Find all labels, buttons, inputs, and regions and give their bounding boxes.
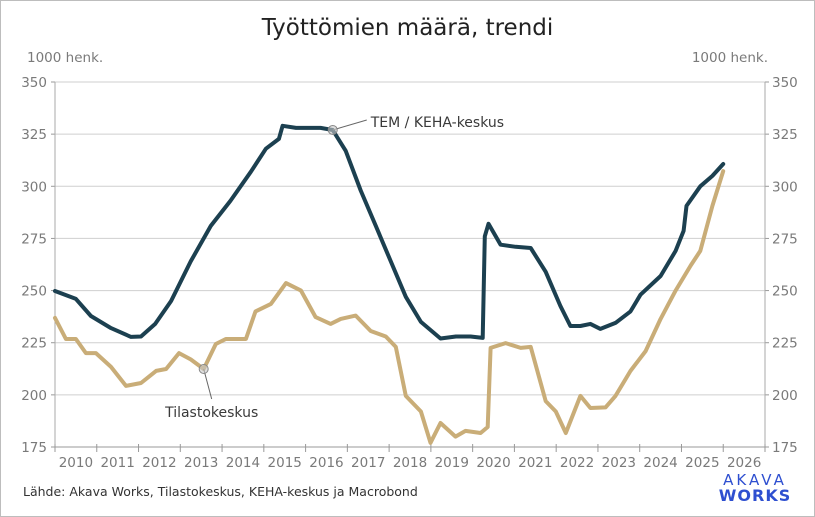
annotation-leader (332, 119, 367, 131)
left-axis-unit: 1000 henk. (27, 50, 104, 66)
x-tick-label: 2013 (184, 455, 218, 471)
y-tick-label-right: 225 (772, 336, 798, 352)
y-tick-label-right: 350 (772, 75, 798, 91)
x-tick-label: 2015 (268, 455, 302, 471)
y-tick-label-left: 175 (21, 440, 47, 456)
source-note: Lähde: Akava Works, Tilastokeskus, KEHA-… (23, 484, 418, 499)
y-tick-label-right: 250 (772, 284, 798, 300)
x-tick-label: 2020 (476, 455, 510, 471)
annotation-leader (203, 368, 213, 400)
right-axis-unit: 1000 henk. (691, 50, 768, 66)
y-tick-label-left: 200 (21, 388, 47, 404)
y-tick-label-right: 175 (772, 440, 798, 456)
y-tick-label-left: 250 (21, 284, 47, 300)
logo-line1: AKAVA (723, 471, 787, 489)
x-tick-label: 2010 (59, 455, 93, 471)
x-tick-label: 2025 (685, 455, 719, 471)
x-tick-label: 2023 (602, 455, 636, 471)
x-tick-label: 2014 (226, 455, 260, 471)
y-tick-label-left: 225 (21, 336, 47, 352)
y-tick-label-right: 325 (772, 127, 798, 143)
y-tick-label-left: 350 (21, 75, 47, 91)
y-tick-label-left: 275 (21, 231, 47, 247)
y-tick-label-right: 200 (772, 388, 798, 404)
x-tick-label: 2012 (142, 455, 176, 471)
series-label-tilastokeskus: Tilastokeskus (164, 405, 258, 421)
series-label-tem-keha: TEM / KEHA-keskus (370, 115, 504, 131)
y-tick-label-left: 325 (21, 127, 47, 143)
x-tick-label: 2018 (393, 455, 427, 471)
y-tick-label-right: 275 (772, 231, 798, 247)
x-tick-label: 2024 (643, 455, 677, 471)
x-tick-label: 2019 (435, 455, 469, 471)
akava-works-logo: AKAVA WORKS (712, 471, 798, 505)
chart-title: Työttömien määrä, trendi (261, 15, 554, 41)
x-tick-label: 2021 (518, 455, 552, 471)
logo-line2: WORKS (718, 486, 792, 505)
annotation-marker (327, 124, 338, 135)
y-tick-label-right: 300 (772, 179, 798, 195)
series-line-tem-keha (53, 123, 726, 341)
x-tick-label: 2017 (351, 455, 385, 471)
x-tick-label: 2026 (727, 455, 761, 471)
x-tick-label: 2016 (309, 455, 343, 471)
annotation-marker (198, 363, 209, 374)
x-tick-label: 2011 (100, 455, 134, 471)
y-tick-label-left: 300 (21, 179, 47, 195)
series-line-tilastokeskus (53, 169, 726, 445)
x-tick-label: 2022 (560, 455, 594, 471)
